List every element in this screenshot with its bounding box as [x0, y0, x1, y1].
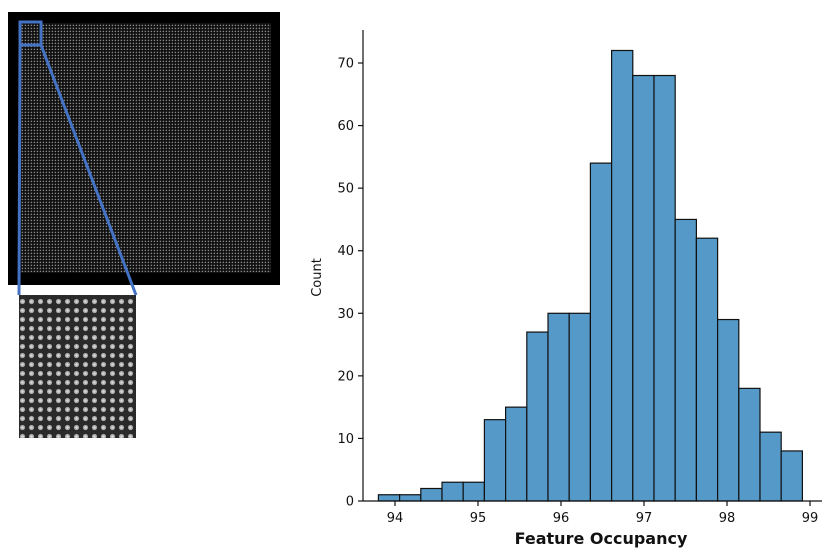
histogram-bar: [462, 481, 486, 502]
histogram-bar: [377, 494, 401, 502]
zoom-connector-left: [17, 44, 22, 296]
x-axis-ticks: 94 95 96 97 98 99: [387, 501, 819, 526]
histogram-bar: [420, 487, 443, 502]
y-tick-label: 0: [346, 495, 354, 510]
histogram-chart: 0 10 20 30 40 50 60 70 94 95 96 97 98 99 Count Featu…: [310, 30, 822, 548]
histogram-bar: [505, 406, 528, 502]
histogram-bar: [653, 74, 676, 502]
y-tick-label: 50: [337, 182, 354, 197]
histogram-bar: [568, 312, 592, 502]
zoom-source-box: [18, 20, 43, 47]
y-tick-label: 10: [337, 432, 354, 447]
y-tick-label: 20: [337, 369, 354, 384]
histogram-bar: [483, 419, 507, 502]
histogram-bar: [526, 331, 549, 502]
histogram-bar: [547, 312, 570, 502]
y-tick-label: 60: [337, 119, 354, 134]
x-tick-label: 94: [387, 511, 404, 526]
x-axis-label: Feature Occupancy: [515, 529, 688, 548]
y-axis-ticks: 0 10 20 30 40 50 60 70: [337, 57, 363, 510]
zoomed-inset-image: [19, 295, 136, 438]
histogram-bar: [780, 450, 804, 502]
y-tick-label: 30: [337, 307, 354, 322]
histogram-bar: [695, 237, 719, 502]
histogram-bar: [589, 162, 613, 502]
histogram-bar: [738, 387, 761, 502]
x-tick-label: 97: [636, 511, 653, 526]
x-tick-label: 96: [553, 511, 570, 526]
histogram-bar: [716, 318, 740, 502]
histogram-bar: [632, 74, 655, 502]
histogram-bar: [674, 218, 698, 502]
histogram-bars: [377, 49, 804, 502]
histogram-bar: [399, 494, 422, 502]
x-tick-label: 95: [470, 511, 487, 526]
full-field-image: [20, 23, 271, 273]
x-tick-label: 99: [802, 511, 819, 526]
microscopy-panel: [8, 12, 280, 438]
y-tick-label: 70: [337, 57, 354, 72]
x-tick-label: 98: [719, 511, 736, 526]
histogram-bar: [441, 481, 464, 502]
zoom-connector-right: [39, 44, 138, 296]
y-tick-label: 40: [337, 244, 354, 259]
histogram-bar: [610, 49, 634, 502]
y-axis-label: Count: [310, 258, 325, 297]
histogram-bar: [759, 431, 782, 502]
